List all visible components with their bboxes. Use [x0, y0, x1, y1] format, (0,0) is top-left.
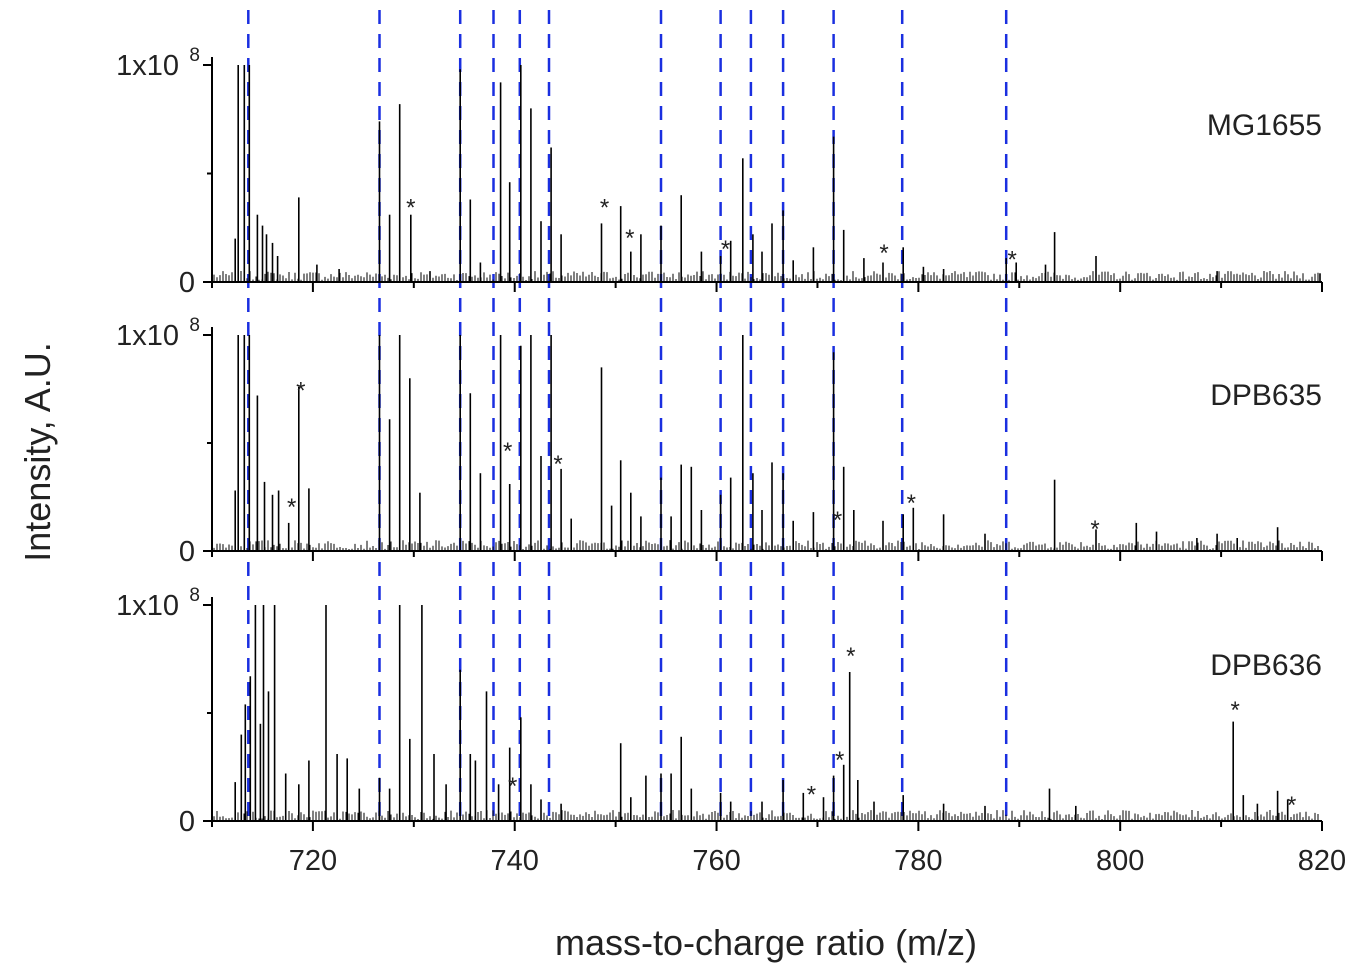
y-axis-title: Intensity, A.U. [17, 342, 58, 561]
spectrum-panel-dpb635: 1x10 8 0 DPB635 * * * * * * * [116, 315, 1323, 568]
marker-asterisk: * [1287, 792, 1296, 819]
marker-asterisk: * [600, 195, 609, 222]
spectrum-panel-mg1655: 1x10 8 0 MG1655 * * * * * * [116, 45, 1323, 299]
marker-asterisk: * [835, 747, 844, 774]
marker-asterisk: * [508, 773, 517, 800]
marker-asterisk: * [721, 236, 730, 263]
x-tick-label: 740 [491, 845, 539, 877]
x-tick-label: 800 [1096, 845, 1144, 877]
panel-label: MG1655 [1207, 109, 1322, 142]
marker-asterisk: * [907, 490, 916, 517]
reference-lines-layer [247, 10, 1008, 820]
y-tick-label-zero: 0 [179, 536, 195, 568]
marker-asterisk: * [1090, 516, 1099, 543]
marker-asterisk: * [287, 494, 296, 521]
x-tick-label: 760 [692, 845, 740, 877]
marker-asterisk: * [833, 507, 842, 534]
marker-asterisk: * [625, 225, 634, 252]
x-tick-label: 780 [894, 845, 942, 877]
marker-asterisk: * [879, 240, 888, 267]
panel-label: DPB636 [1210, 649, 1322, 682]
y-tick-label-top: 1x10 8 [116, 315, 200, 352]
marker-asterisk: * [406, 195, 415, 222]
y-tick-label-top: 1x10 8 [116, 45, 200, 82]
x-axis: 720 740 760 780 800 820 [289, 845, 1346, 877]
spectrum-panel-dpb636: 1x10 8 0 DPB636 * * * * * * [116, 585, 1323, 838]
x-tick-label: 720 [289, 845, 337, 877]
marker-asterisk: * [296, 378, 305, 405]
marker-asterisk: * [503, 438, 512, 465]
y-tick-label-top: 1x10 8 [116, 585, 200, 622]
marker-asterisk: * [553, 451, 562, 478]
x-axis-title: mass-to-charge ratio (m/z) [555, 922, 977, 963]
y-tick-label-exponent: 8 [189, 585, 200, 606]
y-tick-label-exponent: 8 [189, 315, 200, 336]
marker-asterisk: * [807, 781, 816, 808]
marker-asterisk: * [1008, 247, 1017, 274]
marker-asterisk: * [846, 643, 855, 670]
y-tick-label-exponent: 8 [189, 45, 200, 66]
x-tick-label: 820 [1298, 845, 1346, 877]
y-tick-label-zero: 0 [179, 267, 195, 299]
panel-label: DPB635 [1210, 379, 1322, 412]
marker-asterisk: * [1231, 697, 1240, 724]
y-tick-label-zero: 0 [179, 806, 195, 838]
